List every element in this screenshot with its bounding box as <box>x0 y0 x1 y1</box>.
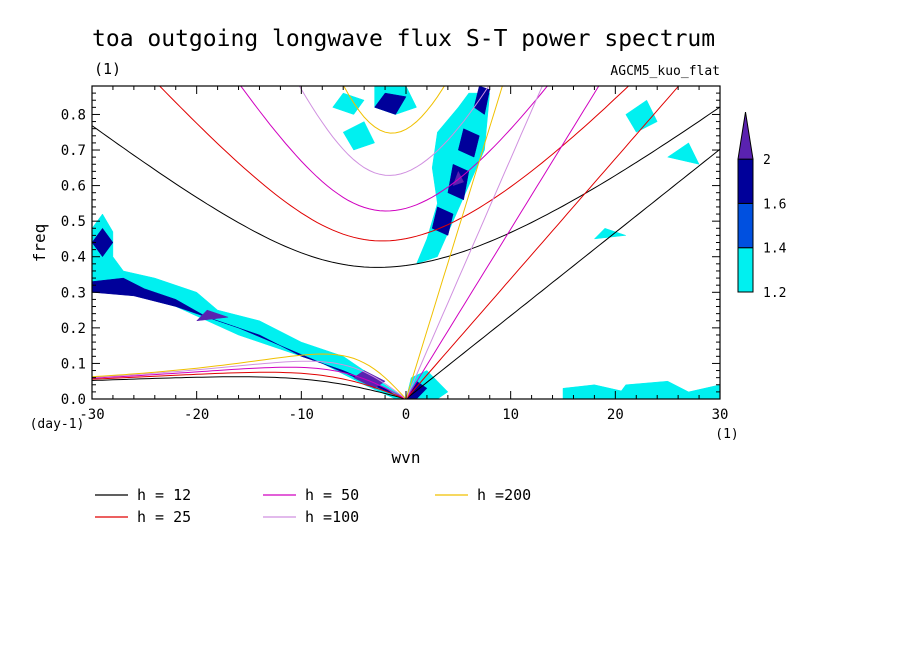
colorbar: 1.2 1.4 1.6 2 <box>737 112 787 301</box>
dispersion-curve-h200 <box>92 353 407 399</box>
dispersion-curves <box>92 86 720 399</box>
shaded-region-1-2 <box>667 142 700 165</box>
shaded-region-1-2 <box>92 213 407 399</box>
x-axis-label: wvn <box>392 448 421 467</box>
dispersion-curve-h100 <box>405 86 543 399</box>
x-axis: -30 -20 -10 0 10 20 30 <box>79 86 728 423</box>
shaded-region-1-2 <box>614 380 720 399</box>
dispersion-curve-h100 <box>298 86 490 176</box>
colorbar-arrow <box>737 112 754 160</box>
y-tick-label: 0.2 <box>61 321 86 337</box>
colorbar-label: 2 <box>763 153 771 168</box>
shaded-region-1-6 <box>458 128 480 158</box>
legend: h = 12 h = 25 h = 50 h =100 h =200 <box>95 486 531 526</box>
colorbar-label: 1.2 <box>763 286 786 301</box>
y-tick-label: 0.8 <box>61 107 86 123</box>
chart-title: toa outgoing longwave flux S-T power spe… <box>92 26 715 52</box>
x-tick-label: 10 <box>502 407 519 423</box>
colorbar-label: 1.4 <box>763 242 787 257</box>
model-label: AGCM5_kuo_flat <box>610 64 720 79</box>
legend-label: h = 50 <box>305 486 359 504</box>
dispersion-curve-h25 <box>158 86 630 242</box>
shaded-region-1-6 <box>374 92 407 115</box>
x-tick-label: -20 <box>184 407 209 423</box>
dispersion-curve-h25 <box>92 371 407 399</box>
shaded-region-1-6 <box>92 227 114 258</box>
y-tick-label: 0.3 <box>61 285 86 301</box>
y-tick-label: 0.5 <box>61 214 86 230</box>
colorbar-segment <box>737 202 754 249</box>
shaded-region-1-2 <box>625 99 658 133</box>
shaded-region-1-6 <box>431 206 454 236</box>
x-units-label: (1) <box>715 427 738 442</box>
colorbar-segment <box>737 247 754 293</box>
y-tick-label: 0.1 <box>61 356 86 372</box>
x-tick-label: 20 <box>607 407 624 423</box>
y-units-label: (day-1) <box>30 417 85 432</box>
legend-label: h = 12 <box>137 486 191 504</box>
x-tick-label: 30 <box>712 407 729 423</box>
legend-label: h =200 <box>477 486 531 504</box>
x-tick-label: -30 <box>79 407 104 423</box>
legend-label: h = 25 <box>137 508 191 526</box>
dispersion-curve-h100 <box>92 360 407 399</box>
spectrum-shading <box>92 86 720 399</box>
dispersion-curve-h12 <box>405 148 720 399</box>
y-axis-label: freq <box>30 224 49 263</box>
y-tick-label: 0.4 <box>61 250 86 266</box>
units-label: (1) <box>94 60 121 78</box>
y-tick-label: 0.6 <box>61 179 86 195</box>
plot-frame <box>91 85 721 400</box>
shaded-region-1-2 <box>562 384 627 399</box>
dispersion-curve-h12 <box>92 376 407 399</box>
x-tick-label: -10 <box>289 407 314 423</box>
dispersion-curve-h50 <box>92 366 407 399</box>
dispersion-curve-h200 <box>343 86 445 134</box>
dispersion-curve-h200 <box>405 86 503 399</box>
shaded-region-1-2 <box>342 121 375 151</box>
dispersion-curve-h50 <box>405 86 600 399</box>
colorbar-segment <box>737 158 754 204</box>
y-axis: 0.0 0.1 0.2 0.3 0.4 0.5 0.6 0.7 0.8 <box>61 92 720 408</box>
y-tick-label: 0.0 <box>61 392 86 408</box>
x-tick-label: 0 <box>402 407 410 423</box>
shaded-region-2 <box>196 309 229 322</box>
dispersion-curve-h50 <box>240 86 549 212</box>
dispersion-curve-h25 <box>405 86 680 399</box>
dispersion-curve-h12 <box>92 106 720 268</box>
colorbar-label: 1.6 <box>763 197 786 212</box>
y-tick-label: 0.7 <box>61 143 86 159</box>
shaded-region-1-2 <box>332 92 365 115</box>
legend-label: h =100 <box>305 508 359 526</box>
